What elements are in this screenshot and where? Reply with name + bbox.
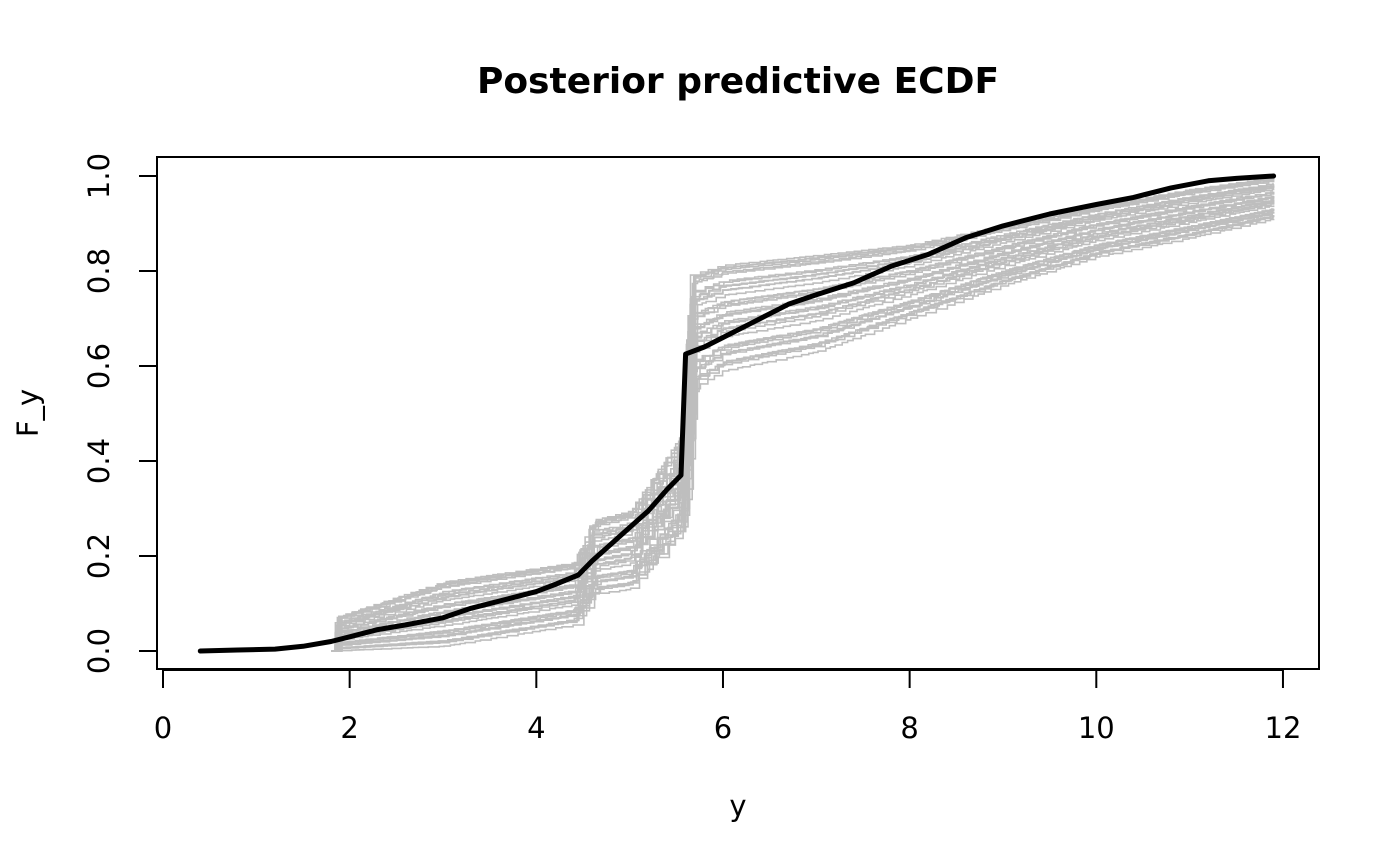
replicate-ecdf-line — [331, 215, 1275, 652]
chart-title: Posterior predictive ECDF — [477, 61, 999, 102]
replicate-ecdf-line — [331, 211, 1275, 652]
observed-ecdf-path — [197, 173, 1277, 654]
replicate-ecdf-line — [331, 180, 1275, 652]
y-tick-label: 0.2 — [82, 533, 116, 579]
replicate-ecdf-line — [331, 218, 1275, 652]
replicate-ecdf-line — [331, 211, 1275, 652]
y-tick-label: 0.8 — [82, 248, 116, 294]
y-tick-label: 0.0 — [82, 628, 116, 674]
x-axis: 0 2 4 6 8 10 12 — [154, 669, 1302, 745]
replicate-ecdf-line — [331, 188, 1275, 652]
y-tick-label: 0.4 — [82, 438, 116, 484]
replicate-ecdf-line — [331, 205, 1275, 652]
replicate-ecdf-line — [331, 202, 1275, 652]
replicate-ecdf-line — [331, 199, 1275, 652]
replicate-ecdf-line — [331, 215, 1275, 652]
replicate-ecdf-line — [331, 182, 1274, 652]
y-axis-label: F_y — [11, 389, 45, 437]
x-tick-label: 10 — [1078, 711, 1115, 745]
x-axis-label: y — [729, 789, 746, 823]
replicate-ecdf-line — [331, 211, 1275, 652]
replicate-ecdf-line — [331, 191, 1275, 652]
y-tick-label: 0.6 — [82, 343, 116, 389]
x-tick-label: 8 — [900, 711, 918, 745]
observed-ecdf-line — [197, 173, 1277, 654]
y-axis: 0.0 0.2 0.4 0.6 0.8 1.0 — [82, 153, 158, 674]
x-tick-label: 2 — [340, 711, 358, 745]
x-tick-label: 4 — [527, 711, 545, 745]
replicate-ecdf-line — [331, 200, 1275, 652]
x-tick-label: 6 — [714, 711, 732, 745]
replicate-ecdf-line — [331, 209, 1275, 652]
replicate-ecdf-line — [331, 208, 1275, 652]
replicate-ecdf-line — [331, 185, 1275, 652]
plot-frame — [156, 156, 1320, 670]
replicate-ecdf-lines — [331, 177, 1275, 652]
y-tick-label: 1.0 — [82, 153, 116, 199]
x-tick-label: 0 — [154, 711, 172, 745]
replicate-ecdf-line — [331, 178, 1275, 652]
x-tick-label: 12 — [1265, 711, 1302, 745]
